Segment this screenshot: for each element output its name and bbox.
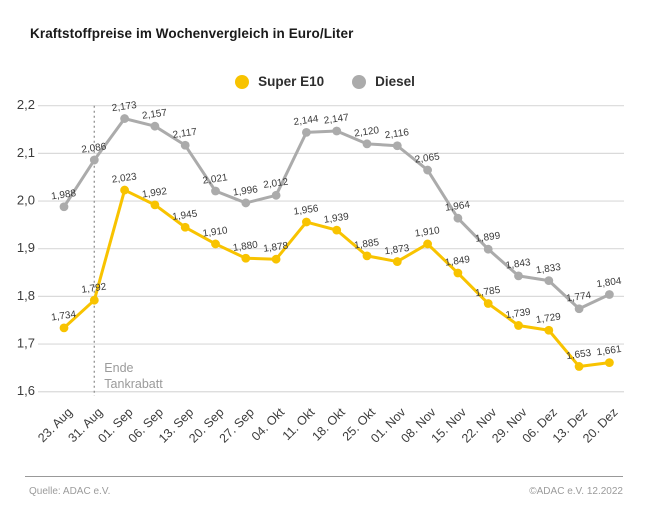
legend-label-super-e10: Super E10 <box>258 74 325 89</box>
data-point-diesel <box>362 139 372 149</box>
data-point-super-e10 <box>302 217 311 227</box>
data-point-super-e10 <box>453 268 463 278</box>
data-point-diesel <box>180 140 190 150</box>
data-label: 1,653 <box>566 348 593 362</box>
data-point-diesel <box>453 213 463 223</box>
data-point-super-e10 <box>332 225 342 235</box>
data-point-super-e10 <box>605 358 614 368</box>
data-label: 1,792 <box>81 281 108 295</box>
x-tick-label: 18. Okt <box>309 405 348 444</box>
data-label: 1,956 <box>293 203 320 217</box>
data-point-diesel <box>89 155 99 165</box>
data-label: 1,880 <box>232 240 259 254</box>
data-label: 2,117 <box>172 127 198 141</box>
data-point-super-e10 <box>271 254 281 264</box>
data-label: 1,804 <box>596 276 623 290</box>
data-point-diesel <box>483 244 493 254</box>
data-label: 1,964 <box>444 199 471 213</box>
annotation-text: Ende <box>104 361 133 375</box>
data-label: 1,878 <box>263 240 290 254</box>
x-tick-label: 04. Okt <box>249 405 288 444</box>
data-label: 1,873 <box>384 243 411 257</box>
data-point-super-e10 <box>392 257 402 266</box>
data-label: 1,843 <box>505 257 532 271</box>
legend-dot-super-e10-icon <box>235 74 250 89</box>
data-point-super-e10 <box>59 323 69 333</box>
legend-label-diesel: Diesel <box>375 74 415 89</box>
data-point-diesel <box>544 276 554 286</box>
fuel-price-line-chart: 2,2 2,1 2,0 1,9 1,8 1,7 1,6 Ende Tankrabatt 1,734… <box>17 97 624 446</box>
data-label: 2,116 <box>384 127 410 141</box>
footer-copyright: ©ADAC e.V. 12.2022 <box>529 486 623 497</box>
data-point-super-e10 <box>211 239 220 249</box>
data-label: 2,120 <box>353 125 380 139</box>
data-label: 1,996 <box>232 184 259 198</box>
footer-source: Quelle: ADAC e.V. <box>29 486 111 497</box>
data-point-super-e10 <box>574 362 584 371</box>
data-label: 2,023 <box>111 171 138 185</box>
legend-dot-diesel-icon <box>352 74 367 89</box>
data-point-diesel <box>59 202 69 212</box>
data-label: 1,734 <box>50 309 77 323</box>
data-point-super-e10 <box>120 185 129 195</box>
data-label: 1,988 <box>50 188 77 202</box>
y-tick-label: 1,6 <box>17 383 35 398</box>
data-point-super-e10 <box>362 251 372 261</box>
data-point-diesel <box>271 190 281 200</box>
data-label: 1,899 <box>475 230 502 244</box>
data-point-diesel <box>392 141 402 151</box>
data-point-diesel <box>150 121 160 131</box>
data-point-diesel <box>514 271 523 281</box>
data-point-diesel <box>241 198 251 208</box>
y-tick-label: 1,9 <box>17 240 35 255</box>
y-tick-label: 1,7 <box>17 336 35 351</box>
data-label: 1,885 <box>353 237 380 251</box>
data-label: 1,939 <box>323 211 350 225</box>
data-label: 2,157 <box>141 107 168 121</box>
y-tick-label: 2,1 <box>17 145 35 160</box>
chart-legend: Super E10 Diesel <box>0 74 650 89</box>
data-label: 1,661 <box>596 344 623 358</box>
data-label: 2,147 <box>323 112 350 126</box>
data-point-super-e10 <box>180 222 190 232</box>
data-label: 1,833 <box>535 262 562 276</box>
data-point-diesel <box>211 186 220 196</box>
data-label: 1,785 <box>475 285 502 299</box>
data-point-super-e10 <box>423 239 432 249</box>
data-label: 1,739 <box>505 307 532 321</box>
data-point-super-e10 <box>150 200 160 210</box>
y-tick-label: 2,0 <box>17 193 35 208</box>
data-point-super-e10 <box>483 299 493 308</box>
data-label: 1,729 <box>535 312 562 326</box>
data-point-super-e10 <box>514 321 523 330</box>
y-tick-label: 1,8 <box>17 288 35 303</box>
data-point-diesel <box>302 127 311 137</box>
y-tick-label: 2,2 <box>17 97 35 112</box>
chart-title: Kraftstoffpreise im Wochenvergleich in E… <box>30 26 354 41</box>
data-point-diesel <box>574 304 584 314</box>
data-label: 2,012 <box>263 177 290 191</box>
annotation-text: Tankrabatt <box>104 377 163 391</box>
data-label: 1,992 <box>141 186 168 200</box>
data-label: 1,945 <box>172 209 199 223</box>
data-label: 2,065 <box>414 151 441 165</box>
data-label: 2,021 <box>202 172 229 186</box>
data-label: 1,774 <box>566 290 593 304</box>
data-point-super-e10 <box>241 253 251 263</box>
data-label: 2,173 <box>111 100 138 114</box>
data-point-diesel <box>423 165 432 175</box>
data-label: 2,144 <box>293 114 320 128</box>
footer-divider <box>25 476 623 477</box>
data-point-super-e10 <box>89 295 99 305</box>
data-label: 1,910 <box>202 225 229 239</box>
data-label: 1,910 <box>414 225 441 239</box>
data-label: 2,086 <box>81 141 108 155</box>
data-point-super-e10 <box>544 325 554 335</box>
data-point-diesel <box>605 290 614 299</box>
data-point-diesel <box>120 114 129 123</box>
data-point-diesel <box>332 126 342 136</box>
data-label: 1,849 <box>444 254 471 268</box>
